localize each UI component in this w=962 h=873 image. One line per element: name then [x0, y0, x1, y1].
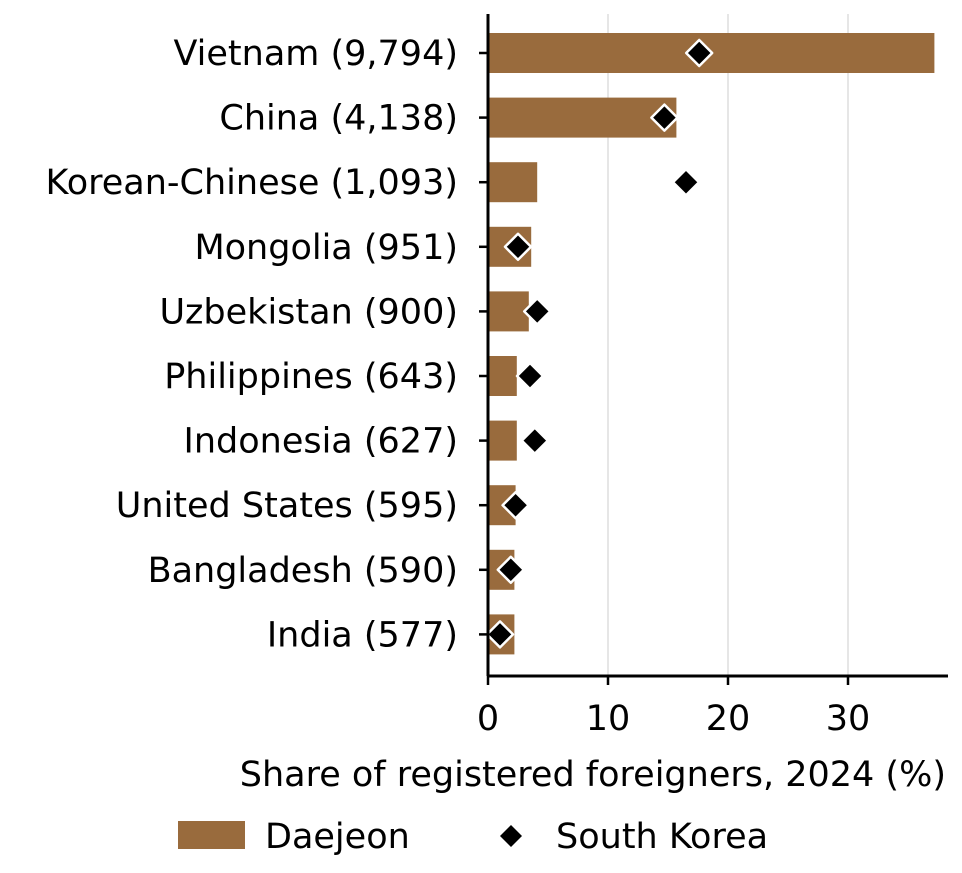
category-label: Indonesia (627) [184, 422, 459, 462]
marker-south-korea [671, 167, 701, 197]
category-labels: Vietnam (9,794) China (4,138) Korean-Chine… [46, 34, 488, 655]
category-label: Philippines (643) [164, 357, 458, 397]
category-label: Bangladesh (590) [148, 551, 458, 591]
legend-label-daejeon: Daejeon [265, 817, 410, 857]
legend: Daejeon South Korea [178, 817, 768, 857]
south-korea-markers [485, 38, 714, 649]
marker-south-korea [515, 361, 545, 391]
category-label: Vietnam (9,794) [173, 34, 458, 74]
marker-south-korea [522, 297, 552, 326]
marker-south-korea [501, 490, 530, 520]
category-label: Mongolia (951) [194, 228, 458, 268]
category-label: China (4,138) [219, 99, 458, 139]
bar-daejeon [488, 420, 517, 461]
bar-daejeon [488, 356, 517, 396]
category-label: United States (595) [116, 486, 458, 526]
axes [486, 14, 948, 678]
x-ticks: 0 10 20 30 [477, 676, 870, 739]
marker-south-korea [684, 38, 714, 68]
marker-south-korea [485, 620, 515, 649]
bar-daejeon [488, 162, 538, 203]
bar-daejeon [488, 291, 529, 332]
legend-label-south-korea: South Korea [556, 817, 768, 857]
x-tick-label: 10 [586, 699, 631, 739]
category-label: Korean-Chinese (1,093) [46, 163, 459, 203]
x-tick-label: 20 [706, 699, 751, 739]
category-label: India (577) [267, 615, 458, 655]
x-tick-label: 30 [826, 699, 871, 739]
x-axis-title: Share of registered foreigners, 2024 (%) [240, 755, 946, 795]
marker-south-korea [496, 555, 526, 585]
bar-daejeon [488, 97, 677, 138]
category-label: Uzbekistan (900) [159, 292, 458, 332]
legend-marker-south-korea [500, 825, 522, 847]
marker-south-korea [503, 232, 533, 262]
marker-south-korea [650, 103, 679, 132]
x-tick-label: 0 [477, 699, 499, 739]
marker-south-korea [520, 426, 550, 455]
legend-swatch-daejeon [178, 821, 245, 849]
daejeon-bars [488, 33, 935, 655]
